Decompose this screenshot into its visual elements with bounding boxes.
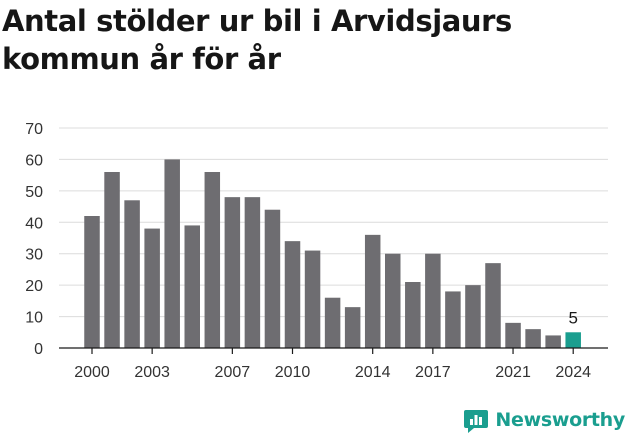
x-tick-label: 2024 [555, 364, 591, 381]
y-tick-label: 20 [25, 278, 43, 295]
x-tick-label: 2021 [495, 364, 531, 381]
x-tick-label: 2003 [134, 364, 170, 381]
bar-2005 [184, 225, 200, 348]
bar-2010 [284, 241, 301, 348]
x-tick-label: 2000 [74, 364, 110, 381]
bar-2002 [124, 200, 140, 348]
gridlines [59, 127, 608, 318]
x-tick-label: 2017 [415, 364, 451, 381]
y-tick-label: 70 [25, 121, 43, 138]
y-tick-label: 50 [25, 184, 43, 201]
y-tick-label: 60 [25, 152, 43, 169]
bar-2016 [405, 282, 421, 348]
y-tick-label: 0 [34, 341, 43, 358]
bar-2023 [545, 335, 561, 348]
bar-2018 [445, 291, 461, 348]
bar-2022 [525, 329, 541, 348]
data-label-2024: 5 [568, 308, 577, 327]
bar-2024 [565, 332, 581, 348]
bar-2015 [385, 253, 401, 348]
x-tick-label: 2007 [215, 364, 251, 381]
bar-2000 [84, 216, 100, 348]
bar-2011 [304, 250, 321, 348]
bar-2008 [244, 197, 261, 348]
newsworthy-chart-icon [464, 410, 489, 433]
data-labels: 5 [568, 308, 577, 327]
bar-2014 [364, 234, 381, 348]
bar-series [84, 159, 581, 348]
x-tick-label: 2014 [355, 364, 391, 381]
bar-2017 [425, 253, 441, 348]
bar-2001 [104, 172, 120, 348]
bar-2013 [344, 307, 361, 348]
bar-2009 [264, 209, 281, 348]
x-axis: 2000 2003 2007 2010 2014 2017 2021 2024 [59, 347, 608, 381]
bar-2006 [204, 172, 221, 348]
bar-2012 [324, 297, 341, 348]
y-tick-label: 30 [25, 247, 43, 264]
bar-2003 [144, 228, 160, 348]
bar-2020 [485, 263, 501, 348]
bar-2004 [164, 159, 180, 348]
x-tick-label: 2010 [275, 364, 311, 381]
y-tick-label: 10 [25, 310, 43, 327]
brand-name: Newsworthy [495, 409, 625, 431]
bar-2007 [224, 197, 241, 348]
y-axis-tick-labels: 0 10 20 30 40 50 60 70 [25, 121, 43, 358]
newsworthy-logo: Newsworthy [463, 407, 625, 433]
chart-title: Antal stölder ur bil i Arvidsjaurs kommu… [2, 4, 512, 76]
bar-2021 [505, 322, 521, 348]
bar-2019 [465, 285, 481, 348]
y-tick-label: 40 [25, 215, 43, 232]
